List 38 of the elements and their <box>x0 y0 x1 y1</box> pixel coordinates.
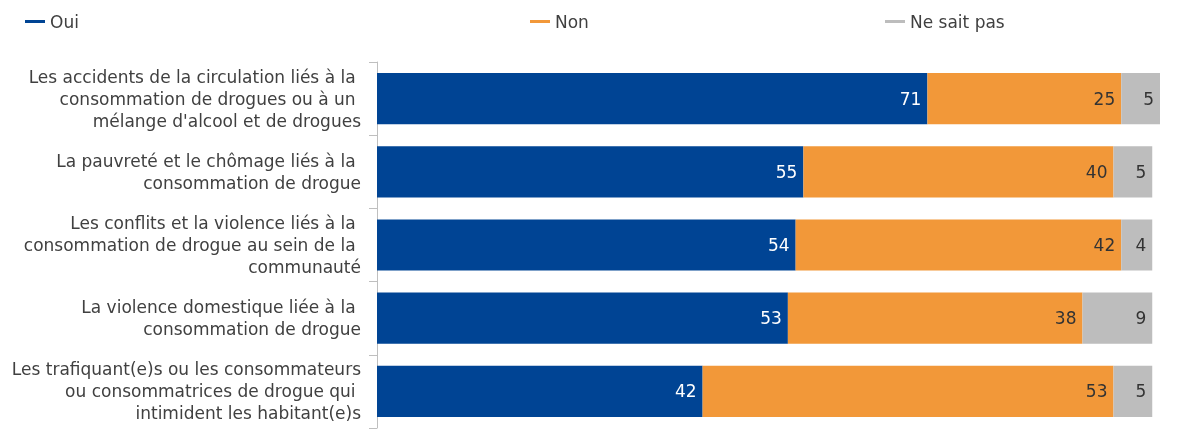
bar <box>1082 292 1153 344</box>
y-tick-label: Les accidents de la circulation liés à la consommation de drogues ou à un mélange d'alcool et de drogues <box>28 66 362 131</box>
data-label: 9 <box>1135 308 1147 329</box>
bar <box>1121 72 1160 125</box>
y-tick-label: Les trafiquant(e)s ou les consommateurs ou consommatrices de drogue qui intimident les habitant(e)s <box>11 359 362 424</box>
data-label: 5 <box>1135 381 1147 402</box>
bar <box>377 72 928 125</box>
bar <box>927 72 1122 125</box>
y-tick-label: La violence domestique liée à la consommation de drogue <box>81 297 361 340</box>
data-label: 42 <box>674 381 697 402</box>
bar <box>377 292 788 344</box>
bar <box>1113 146 1153 198</box>
bar <box>377 219 796 271</box>
bar <box>803 146 1114 198</box>
legend-label: Oui <box>50 11 79 32</box>
data-label: 25 <box>1093 88 1116 109</box>
legend-label: Ne sait pas <box>910 11 1005 32</box>
data-label: 5 <box>1135 161 1147 182</box>
legend-label: Non <box>555 11 589 32</box>
data-label: 42 <box>1093 235 1116 255</box>
bar <box>787 292 1083 344</box>
data-label: 71 <box>899 88 922 109</box>
bar <box>1121 219 1153 271</box>
data-label: 40 <box>1085 161 1108 182</box>
y-tick-label: Les conflits et la violence liés à la consommation de drogue au sein de la communauté <box>23 213 361 277</box>
data-label: 38 <box>1054 308 1077 329</box>
data-label: 5 <box>1143 88 1154 109</box>
data-label: 4 <box>1135 235 1147 255</box>
data-label: 54 <box>767 235 790 255</box>
y-tick-label: La pauvreté et le chômage liés à la consommation de drogue <box>56 150 361 193</box>
bar <box>795 219 1122 271</box>
data-label: 53 <box>760 308 782 329</box>
data-label: 55 <box>775 161 798 182</box>
bar <box>1113 365 1153 418</box>
data-label: 53 <box>1085 381 1108 402</box>
bar <box>377 146 804 198</box>
bar <box>377 365 703 418</box>
bar <box>702 365 1114 418</box>
